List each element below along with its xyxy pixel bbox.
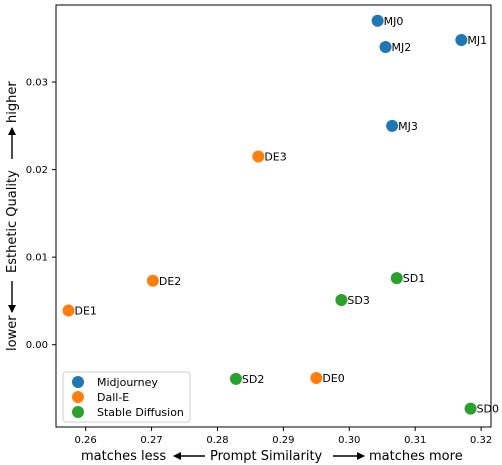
x-tick-label: 0.32: [470, 435, 492, 446]
y-axis-title: lower Esthetic Quality higher: [5, 81, 20, 351]
data-point-sd3: [335, 294, 348, 307]
legend-marker-stable-diffusion: [72, 406, 84, 418]
x-tick-label: 0.27: [140, 435, 162, 446]
data-point-label-sd2: SD2: [242, 373, 264, 386]
data-point-label-de0: DE0: [322, 372, 344, 385]
y-axis-high-word: higher: [5, 81, 20, 123]
legend-marker-midjourney: [72, 376, 84, 388]
data-point-de3: [252, 150, 265, 163]
plot-area: [55, 4, 492, 428]
x-axis-ticks: 0.26 0.27 0.28 0.29 0.30 0.31 0.32: [75, 427, 492, 446]
data-point-label-de3: DE3: [264, 150, 286, 163]
x-axis-title: matches less Prompt Similarity matches m…: [81, 449, 463, 464]
legend: Midjourney Dall-E Stable Diffusion: [62, 371, 191, 423]
data-point-mj0: [371, 14, 384, 27]
y-axis-center-word: Esthetic Quality: [5, 170, 20, 273]
y-tick-label: 0.02: [26, 165, 48, 176]
data-point-de1: [62, 304, 75, 317]
y-tick-label: 0.03: [26, 78, 48, 89]
data-point-label-mj3: MJ3: [398, 120, 418, 133]
legend-marker-dall-e: [72, 391, 84, 403]
legend-label-stable-diffusion: Stable Diffusion: [97, 406, 184, 419]
data-point-label-mj1: MJ1: [467, 34, 487, 47]
data-point-de0: [310, 371, 323, 384]
legend-box: [62, 371, 191, 423]
data-points: MJ0 MJ2 MJ1 MJ3 DE3 DE2 DE1 DE0 SD1 SD3 SD2 SD0: [62, 14, 499, 416]
data-point-label-sd0: SD0: [477, 403, 499, 416]
data-point-label-de1: DE1: [75, 305, 97, 318]
x-tick-label: 0.29: [272, 435, 294, 446]
y-tick-label: 0.01: [26, 253, 48, 264]
data-point-sd2: [229, 372, 242, 385]
x-tick-label: 0.30: [338, 435, 360, 446]
data-point-sd1: [390, 272, 403, 285]
data-point-label-mj2: MJ2: [392, 41, 412, 54]
x-tick-label: 0.28: [206, 435, 228, 446]
data-point-label-sd1: SD1: [403, 272, 425, 285]
x-axis-right-word: matches more: [369, 449, 463, 464]
x-axis-center-word: Prompt Similarity: [210, 449, 323, 464]
x-tick-label: 0.26: [75, 435, 97, 446]
data-point-mj2: [379, 41, 392, 54]
data-point-label-mj0: MJ0: [384, 15, 404, 28]
y-axis-low-word: lower: [5, 315, 20, 351]
x-tick-label: 0.31: [404, 435, 426, 446]
y-tick-label: 0.00: [26, 340, 48, 351]
legend-label-midjourney: Midjourney: [97, 376, 158, 389]
y-axis-ticks: 0.00 0.01 0.02 0.03: [26, 78, 56, 351]
data-point-label-sd3: SD3: [347, 294, 369, 307]
x-axis-left-word: matches less: [81, 449, 166, 464]
data-point-sd0: [464, 402, 477, 415]
legend-label-dall-e: Dall-E: [97, 391, 129, 404]
data-point-de2: [146, 274, 159, 287]
data-point-label-de2: DE2: [159, 275, 181, 288]
data-point-mj3: [386, 119, 399, 132]
data-point-mj1: [455, 34, 468, 47]
